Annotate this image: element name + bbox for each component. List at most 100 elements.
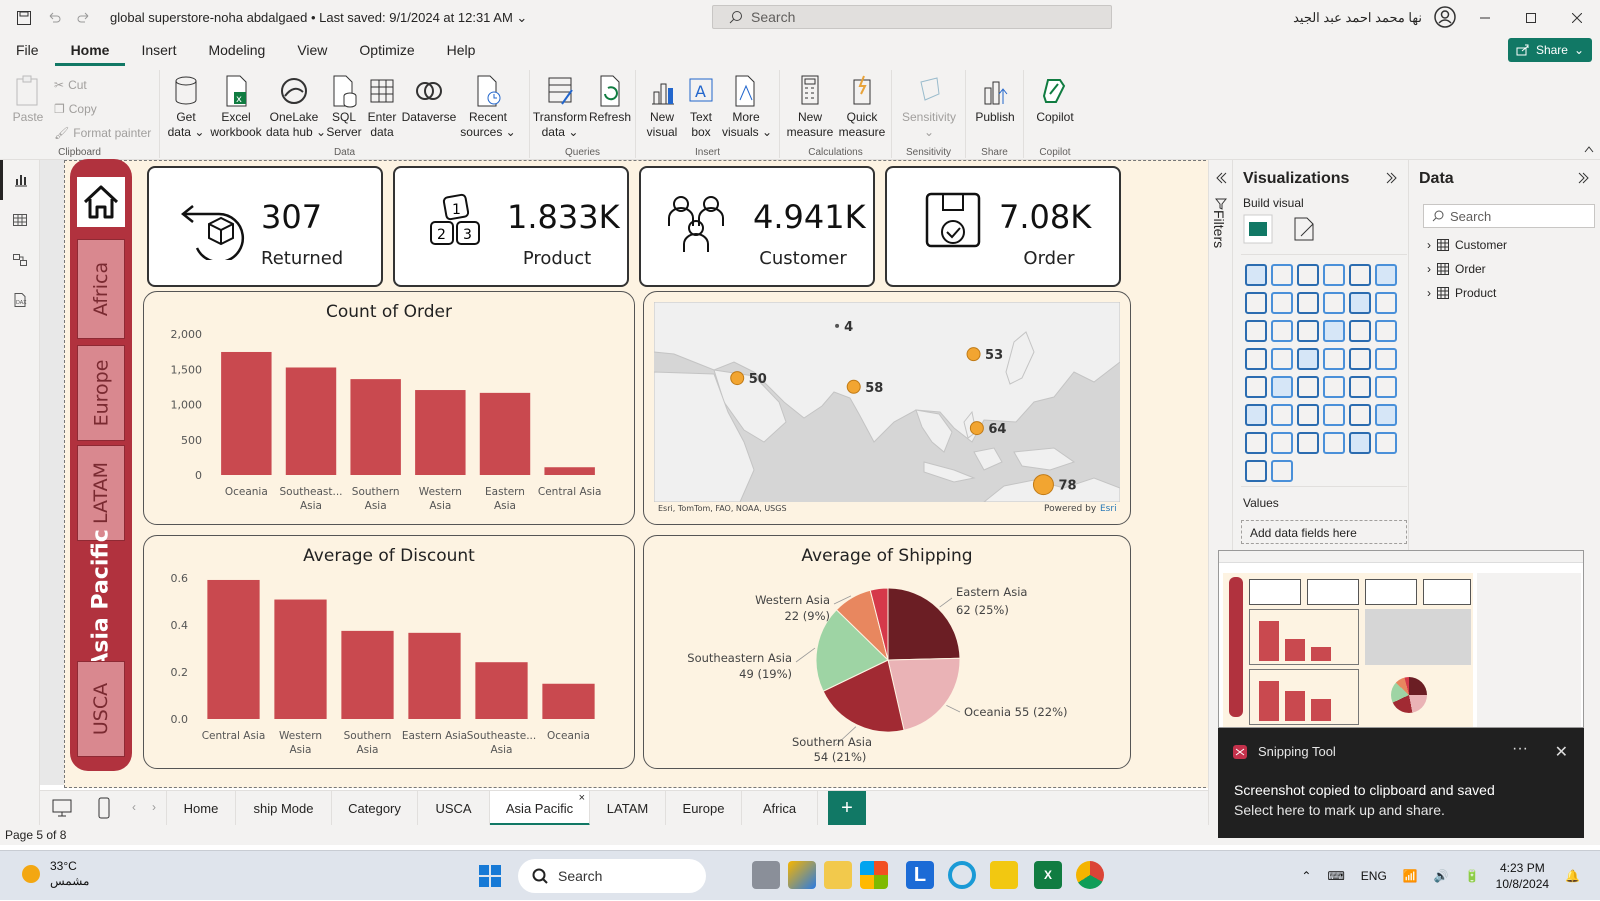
transform-data-button[interactable]: Transform data ⌄ [532, 74, 588, 140]
table-view-button[interactable] [0, 200, 39, 240]
visual-type-icon[interactable] [1375, 376, 1397, 398]
visual-type-icon[interactable] [1271, 404, 1293, 426]
visual-type-icon[interactable] [1349, 432, 1371, 454]
windows-start-icon[interactable] [478, 864, 502, 888]
copilot-button[interactable]: Copilot [1030, 74, 1080, 125]
file-explorer-icon[interactable] [824, 861, 852, 889]
visual-type-icon[interactable] [1375, 432, 1397, 454]
visual-type-icon[interactable] [1271, 432, 1293, 454]
desktop-layout-icon[interactable] [52, 799, 72, 817]
close-notification-icon[interactable]: ✕ [1554, 744, 1568, 761]
menu-modeling[interactable]: Modeling [208, 42, 266, 58]
page-tab-home[interactable]: Home [166, 791, 236, 826]
wifi-icon[interactable]: 📶 [1402, 869, 1418, 883]
visual-type-icon[interactable] [1271, 320, 1293, 342]
region-button-asia-pacific[interactable]: Asia Pacific [77, 529, 125, 669]
visual-type-icon[interactable] [1271, 348, 1293, 370]
power-bi-icon[interactable] [990, 861, 1018, 889]
format-visual-tab-icon[interactable] [1289, 214, 1319, 244]
visual-type-icon[interactable] [1297, 432, 1319, 454]
input-language[interactable]: ENG [1360, 869, 1387, 883]
count-of-order-chart[interactable]: Count of Order 2,000 1,500 1,000 500 0 Oceani… [143, 291, 635, 525]
visual-type-icon[interactable] [1271, 264, 1293, 286]
quick-measure-button[interactable]: Quick measure [836, 74, 888, 140]
new-visual-button[interactable]: New visual [642, 74, 682, 140]
save-icon[interactable] [16, 10, 32, 26]
search-input[interactable]: Search [712, 5, 1112, 29]
share-button[interactable]: Share ⌄ [1508, 38, 1592, 62]
build-visual-tab-icon[interactable] [1243, 214, 1273, 244]
snipping-tool-notification[interactable]: Snipping Tool ··· ✕ Screenshot copied to… [1218, 728, 1584, 838]
add-page-button[interactable]: + [828, 791, 866, 826]
visual-type-icon[interactable] [1297, 264, 1319, 286]
collapse-visualizations-icon[interactable] [1386, 172, 1398, 184]
visual-type-icon[interactable] [1323, 432, 1345, 454]
dataverse-button[interactable]: Dataverse [400, 74, 458, 125]
table-product[interactable]: › Product [1427, 286, 1497, 300]
weather-widget[interactable]: 33°C مشمس [20, 859, 89, 889]
scroll-right-icon[interactable]: › [152, 800, 156, 814]
clock[interactable]: 4:23 PM 10/8/2024 [1495, 861, 1550, 891]
data-search-input[interactable]: Search [1423, 204, 1595, 228]
excel-workbook-button[interactable]: x Excel workbook [208, 74, 264, 140]
visual-type-icon[interactable] [1271, 376, 1293, 398]
region-button-africa[interactable]: Africa [77, 239, 125, 339]
text-box-button[interactable]: A Text box [684, 74, 718, 140]
page-tab-ship-mode[interactable]: ship Mode [236, 791, 332, 826]
maximize-button[interactable] [1508, 0, 1554, 36]
visual-type-icon[interactable] [1297, 376, 1319, 398]
copilot-taskbar-icon[interactable] [788, 861, 816, 889]
visual-type-icon[interactable] [1245, 376, 1267, 398]
visual-type-icon[interactable] [1349, 264, 1371, 286]
more-options-icon[interactable]: ··· [1512, 740, 1528, 757]
volume-icon[interactable]: 🔊 [1433, 869, 1449, 883]
region-button-europe[interactable]: Europe [77, 345, 125, 441]
visual-type-icon[interactable] [1245, 404, 1267, 426]
screenshot-thumbnail[interactable] [1218, 550, 1584, 728]
menu-home[interactable]: Home [54, 36, 126, 66]
cortana-icon[interactable] [948, 861, 976, 889]
menu-optimize[interactable]: Optimize [359, 42, 415, 58]
visual-type-icon[interactable] [1271, 460, 1293, 482]
sql-server-button[interactable]: SQL Server [324, 74, 364, 140]
visual-type-icon[interactable] [1297, 320, 1319, 342]
average-of-discount-chart[interactable]: Average of Discount 0.6 0.4 0.2 0.0 Central … [143, 535, 635, 769]
format-painter-button[interactable]: 🖌 Format painter [54, 126, 152, 140]
taskbar-search[interactable]: Search [518, 859, 706, 893]
visual-type-icon[interactable] [1375, 404, 1397, 426]
new-measure-button[interactable]: New measure [786, 74, 834, 140]
menu-help[interactable]: Help [446, 42, 476, 58]
undo-icon[interactable] [46, 10, 62, 26]
collapse-ribbon-icon[interactable] [1584, 145, 1594, 153]
page-tab-africa[interactable]: Africa [742, 791, 818, 826]
battery-icon[interactable]: 🔋 [1464, 869, 1480, 883]
get-data-button[interactable]: Get data ⌄ [166, 74, 206, 140]
visual-type-icon[interactable] [1349, 348, 1371, 370]
page-tab-europe[interactable]: Europe [666, 791, 742, 826]
map-esri-link[interactable]: Esri [1100, 504, 1117, 514]
table-customer[interactable]: › Customer [1427, 238, 1508, 252]
visual-type-icon[interactable] [1323, 320, 1345, 342]
menu-insert[interactable]: Insert [141, 42, 177, 58]
visual-type-icon[interactable] [1297, 348, 1319, 370]
publish-button[interactable]: Publish [970, 74, 1020, 125]
dax-query-view-button[interactable]: DAX [0, 280, 39, 320]
page-tab-asia-pacific[interactable]: Asia Pacific × [490, 791, 590, 826]
close-tab-icon[interactable]: × [578, 792, 585, 804]
enter-data-button[interactable]: Enter data [364, 74, 400, 140]
visual-type-icon[interactable] [1323, 404, 1345, 426]
visual-type-icon[interactable] [1375, 348, 1397, 370]
region-button-latam[interactable]: LATAM [77, 445, 125, 541]
kpi-card-customer[interactable]: 4.941K Customer [639, 166, 875, 287]
average-of-shipping-chart[interactable]: Average of Shipping Eastern Asia 62 (25%)… [643, 535, 1131, 769]
visual-type-icon[interactable] [1323, 292, 1345, 314]
close-button[interactable] [1554, 0, 1600, 36]
report-view-button[interactable] [0, 160, 39, 200]
keyboard-icon[interactable]: ⌨ [1327, 869, 1345, 883]
visual-type-icon[interactable] [1245, 320, 1267, 342]
avatar-icon[interactable] [1434, 6, 1456, 28]
visual-type-icon[interactable] [1271, 292, 1293, 314]
l-app-icon[interactable]: L [906, 861, 934, 889]
document-title[interactable]: global superstore-noha abdalgaed • Last … [110, 10, 528, 25]
visual-type-icon[interactable] [1323, 348, 1345, 370]
